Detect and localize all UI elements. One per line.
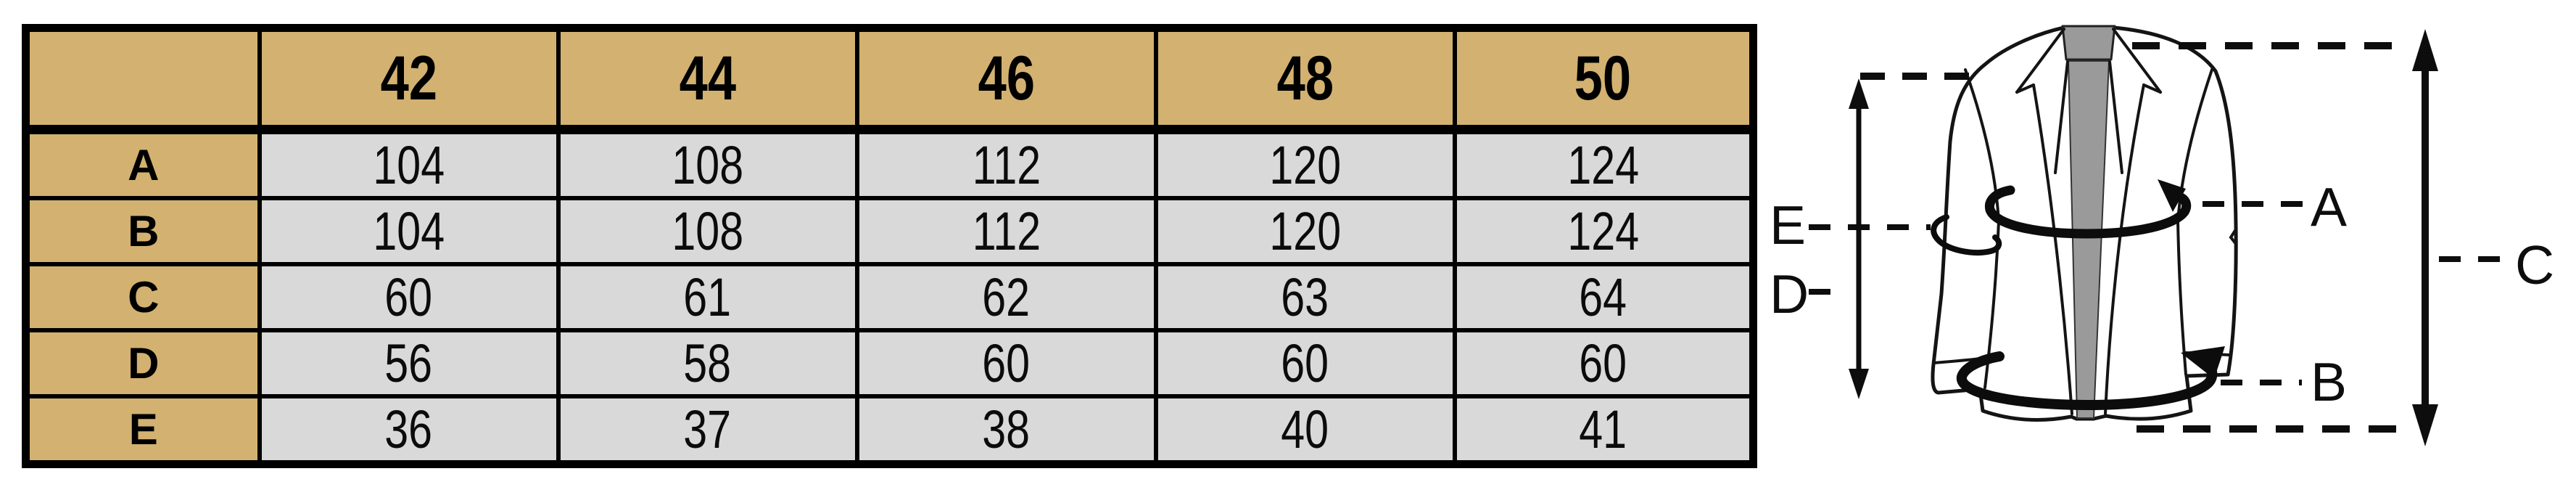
corner-cell [23,25,262,134]
cell-D-42: 56 [257,328,561,398]
label-b: B [2311,351,2347,412]
cell-value: 104 [373,135,445,195]
size-header-50: 50 [1452,25,1756,134]
label-d: D [1770,263,1809,324]
cell-value: 104 [373,201,445,261]
size-header-text: 48 [1276,43,1334,113]
hem-band-arrowhead [2181,346,2225,379]
sleeve-band-arrow [1931,214,2002,255]
cell-D-48: 60 [1153,328,1457,398]
cell-E-44: 37 [556,394,859,467]
cell-E-48: 40 [1153,394,1457,467]
chest-band-arrowhead [2158,179,2186,212]
size-header-46: 46 [854,25,1158,134]
cell-value: 120 [1269,201,1341,261]
cell-A-48: 120 [1153,127,1457,200]
row-label-E: E [23,394,262,467]
reference-dashed-lines [1809,42,2508,433]
cell-B-42: 104 [257,196,561,266]
table-row-B: B 104 108 112 120 124 [23,196,1756,266]
cell-A-42: 104 [257,127,561,200]
cell-value: 60 [384,267,433,327]
cell-B-44: 108 [556,196,859,266]
label-a: A [2311,176,2347,237]
cell-D-44: 58 [556,328,859,398]
cell-value: 60 [982,333,1031,393]
cell-value: 56 [384,333,433,393]
cell-E-42: 36 [257,394,561,467]
cell-value: 38 [982,399,1031,459]
cell-C-46: 62 [854,262,1158,332]
cell-value: 41 [1579,399,1627,459]
cell-value: 63 [1281,267,1329,327]
cell-value: 124 [1566,201,1639,261]
size-table: 42 44 46 48 50 A 104 108 112 120 124 B 1… [22,24,1757,468]
chest-band-arrow [1984,179,2192,239]
size-header-44: 44 [556,25,859,134]
cell-E-50: 41 [1452,394,1756,467]
cell-value: 62 [982,267,1031,327]
cell-value: 60 [1281,333,1329,393]
cell-B-48: 120 [1153,196,1457,266]
cell-C-50: 64 [1452,262,1756,332]
cell-value: 108 [672,201,743,261]
cell-C-44: 61 [556,262,859,332]
label-c: C [2515,234,2554,295]
cell-A-46: 112 [854,127,1158,200]
jacket-inner-panel [2067,60,2110,419]
cell-value: 64 [1579,267,1627,327]
label-e: E [1770,195,1806,255]
cell-value: 112 [972,201,1041,261]
cell-E-46: 38 [854,394,1158,467]
row-label-A: A [23,127,262,200]
row-label-C: C [23,262,262,332]
cell-B-46: 112 [854,196,1158,266]
cell-A-50: 124 [1452,127,1756,200]
jacket-illustration: E D A B C [1770,25,2554,446]
cell-D-50: 60 [1452,328,1756,398]
size-header-48: 48 [1153,25,1457,134]
cell-value: 61 [683,267,732,327]
cell-value: 60 [1579,333,1627,393]
size-header-text: 42 [380,43,437,113]
cell-value: 124 [1566,135,1639,195]
cell-value: 58 [683,333,732,393]
cell-value: 108 [672,135,743,195]
cell-value: 40 [1281,399,1329,459]
row-label-B: B [23,196,262,266]
row-label-D: D [23,328,262,398]
size-header-row: 42 44 46 48 50 [23,25,1756,134]
total-length-arrow-c [2412,29,2438,446]
hem-band-arrow [1956,346,2225,411]
cell-value: 112 [972,135,1041,195]
cell-C-42: 60 [257,262,561,332]
size-header-text: 46 [978,43,1035,113]
size-header-text: 50 [1574,43,1632,113]
jacket-measurement-diagram: E D A B C [1741,0,2576,503]
table-row-D: D 56 58 60 60 60 [23,328,1756,398]
cell-D-46: 60 [854,328,1158,398]
jacket-collar [2061,25,2116,61]
cell-C-48: 63 [1153,262,1457,332]
cell-B-50: 124 [1452,196,1756,266]
table-row-C: C 60 61 62 63 64 [23,262,1756,332]
table-row-A: A 104 108 112 120 124 [23,127,1756,200]
cell-value: 36 [384,399,433,459]
table-row-E: E 36 37 38 40 41 [23,394,1756,467]
cell-value: 120 [1269,135,1341,195]
size-header-text: 44 [679,43,736,113]
side-length-arrow-d [1849,78,1869,399]
cell-A-44: 108 [556,127,859,200]
cell-value: 37 [683,399,732,459]
size-header-42: 42 [257,25,561,134]
